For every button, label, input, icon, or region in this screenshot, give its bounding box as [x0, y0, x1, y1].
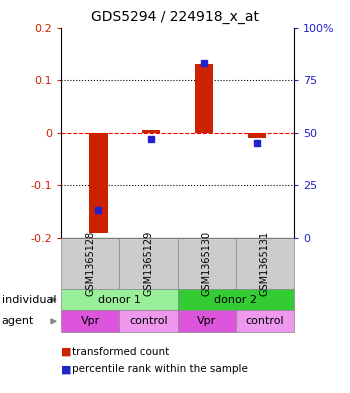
Text: donor 1: donor 1	[98, 295, 141, 305]
Text: GSM1365131: GSM1365131	[260, 231, 270, 296]
Bar	[89, 132, 107, 233]
Text: Vpr: Vpr	[197, 316, 216, 326]
Bar	[142, 130, 160, 132]
Text: ■: ■	[61, 347, 72, 357]
Text: GSM1365129: GSM1365129	[144, 231, 154, 296]
Text: individual: individual	[2, 295, 56, 305]
Text: donor 2: donor 2	[214, 295, 257, 305]
Text: GDS5294 / 224918_x_at: GDS5294 / 224918_x_at	[91, 10, 259, 24]
Text: percentile rank within the sample: percentile rank within the sample	[72, 364, 248, 375]
Text: transformed count: transformed count	[72, 347, 169, 357]
Bar	[195, 64, 214, 132]
Text: control: control	[129, 316, 168, 326]
Text: control: control	[246, 316, 284, 326]
Bar	[248, 132, 266, 138]
Text: agent: agent	[2, 316, 34, 326]
Text: ■: ■	[61, 364, 72, 375]
Text: GSM1365128: GSM1365128	[85, 231, 95, 296]
Text: GSM1365130: GSM1365130	[202, 231, 212, 296]
Text: Vpr: Vpr	[81, 316, 100, 326]
